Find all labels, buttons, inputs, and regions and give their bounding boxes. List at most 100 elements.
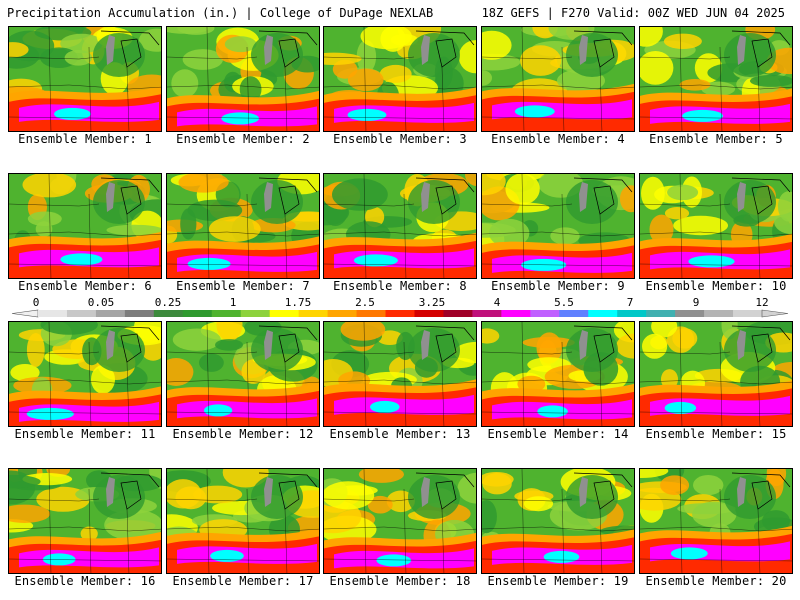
colorbar-swatch	[588, 310, 618, 317]
colorbar-swatch	[269, 310, 300, 317]
precipitation-contour-image	[167, 27, 319, 131]
precipitation-contour-image	[324, 322, 476, 426]
colorbar-tick-label: 0.25	[154, 296, 182, 309]
ensemble-member-caption: Ensemble Member: 2	[176, 132, 310, 146]
colorbar-tick-label: 0	[32, 296, 40, 309]
precipitation-contour-image	[324, 174, 476, 278]
colorbar-swatch	[66, 310, 97, 317]
colorbar-tick-label: 4	[493, 296, 501, 309]
precipitation-contour-image	[640, 322, 792, 426]
precipitation-contour-image	[167, 174, 319, 278]
colorbar-swatch	[501, 310, 531, 317]
precipitation-map	[8, 173, 162, 279]
colorbar-swatch	[704, 310, 734, 317]
precipitation-map	[639, 173, 793, 279]
colorbar-swatch	[182, 310, 213, 317]
precipitation-map	[8, 321, 162, 427]
colorbar-swatch	[617, 310, 647, 317]
ensemble-member-caption: Ensemble Member: 4	[491, 132, 625, 146]
map-title: Precipitation Accumulation (in.) | Colle…	[7, 6, 434, 20]
colorbar-tick-label: 7	[626, 296, 634, 309]
precipitation-map	[481, 26, 635, 132]
colorbar-swatch	[559, 310, 589, 317]
ensemble-member-caption: Ensemble Member: 14	[487, 427, 629, 441]
colorbar-swatch	[675, 310, 705, 317]
ensemble-member-caption: Ensemble Member: 3	[333, 132, 467, 146]
precipitation-contour-image	[324, 469, 476, 573]
colorbar-tick-label: 1	[229, 296, 237, 309]
colorbar-swatch	[211, 310, 242, 317]
colorbar-max-arrow	[761, 309, 789, 318]
colorbar-tick-label: 3.25	[418, 296, 446, 309]
precipitation-map	[166, 173, 320, 279]
precipitation-contour-image	[9, 27, 161, 131]
precipitation-contour-image	[640, 174, 792, 278]
precipitation-map	[166, 468, 320, 574]
ensemble-member-caption: Ensemble Member: 12	[172, 427, 314, 441]
colorbar-swatch	[733, 310, 763, 317]
precipitation-colorbar	[11, 309, 789, 318]
colorbar-tick-label: 9	[692, 296, 700, 309]
ensemble-member-caption: Ensemble Member: 18	[329, 574, 471, 588]
ensemble-member-caption: Ensemble Member: 10	[645, 279, 787, 293]
colorbar-swatch	[356, 310, 387, 317]
colorbar-swatch	[443, 310, 473, 317]
precipitation-contour-image	[9, 469, 161, 573]
precipitation-contour-image	[167, 322, 319, 426]
ensemble-member-caption: Ensemble Member: 5	[649, 132, 783, 146]
ensemble-member-caption: Ensemble Member: 19	[487, 574, 629, 588]
precipitation-map	[323, 173, 477, 279]
colorbar-tick-label: 2.5	[355, 296, 375, 309]
precipitation-contour-image	[640, 27, 792, 131]
ensemble-member-caption: Ensemble Member: 20	[645, 574, 787, 588]
precipitation-map	[166, 321, 320, 427]
precipitation-map	[323, 321, 477, 427]
colorbar-swatch	[327, 310, 358, 317]
colorbar-swatch	[298, 310, 329, 317]
precipitation-map	[323, 468, 477, 574]
precipitation-contour-image	[482, 469, 634, 573]
colorbar-tick-label: 5.5	[554, 296, 574, 309]
colorbar-swatch	[472, 310, 502, 317]
ensemble-member-caption: Ensemble Member: 9	[491, 279, 625, 293]
colorbar-swatch	[414, 310, 444, 317]
precipitation-contour-image	[482, 27, 634, 131]
model-run-info: 18Z GEFS | F270 Valid: 00Z WED JUN 04 20…	[481, 6, 785, 20]
precipitation-map	[639, 26, 793, 132]
ensemble-member-caption: Ensemble Member: 6	[18, 279, 152, 293]
colorbar-swatch	[153, 310, 184, 317]
precipitation-map	[639, 468, 793, 574]
colorbar-tick-label: 12	[755, 296, 769, 309]
ensemble-member-caption: Ensemble Member: 8	[333, 279, 467, 293]
precipitation-contour-image	[482, 174, 634, 278]
colorbar-swatch	[240, 310, 271, 317]
precipitation-contour-image	[167, 469, 319, 573]
precipitation-map	[323, 26, 477, 132]
ensemble-member-caption: Ensemble Member: 17	[172, 574, 314, 588]
colorbar-swatch	[95, 310, 126, 317]
precipitation-map	[481, 468, 635, 574]
colorbar-tick-label: 0.05	[87, 296, 115, 309]
ensemble-member-caption: Ensemble Member: 1	[18, 132, 152, 146]
precipitation-map	[481, 173, 635, 279]
colorbar-swatch	[385, 310, 415, 317]
precipitation-contour-image	[9, 174, 161, 278]
precipitation-map	[8, 468, 162, 574]
ensemble-member-caption: Ensemble Member: 16	[14, 574, 156, 588]
precipitation-contour-image	[9, 322, 161, 426]
ensemble-member-caption: Ensemble Member: 7	[176, 279, 310, 293]
precipitation-contour-image	[324, 27, 476, 131]
colorbar-swatch	[646, 310, 676, 317]
precipitation-map	[639, 321, 793, 427]
colorbar-min-arrow	[11, 309, 39, 318]
ensemble-member-caption: Ensemble Member: 15	[645, 427, 787, 441]
precipitation-map	[8, 26, 162, 132]
precipitation-map	[166, 26, 320, 132]
ensemble-member-caption: Ensemble Member: 13	[329, 427, 471, 441]
precipitation-map	[481, 321, 635, 427]
colorbar-swatch	[124, 310, 155, 317]
ensemble-member-caption: Ensemble Member: 11	[14, 427, 156, 441]
colorbar-swatch	[38, 310, 68, 317]
precipitation-contour-image	[640, 469, 792, 573]
colorbar-tick-label: 1.75	[284, 296, 312, 309]
